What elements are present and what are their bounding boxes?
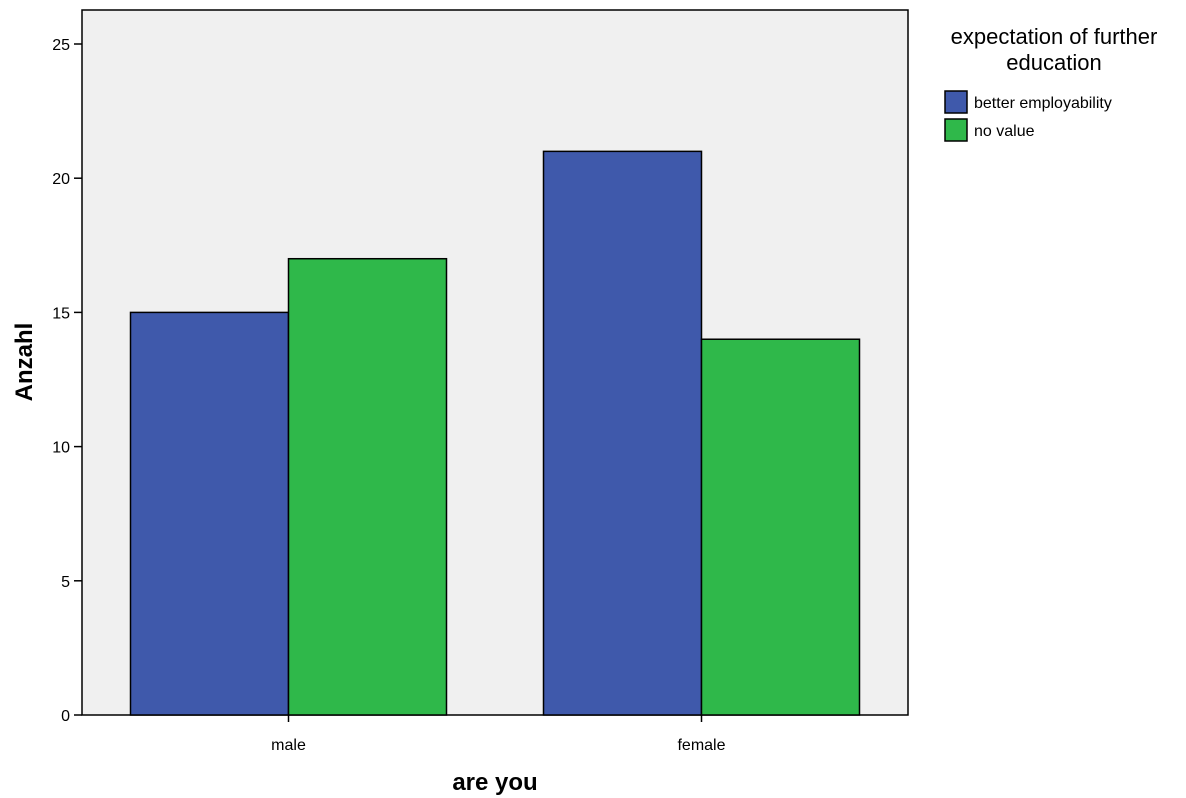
y-tick-label-10: 10 xyxy=(52,440,70,457)
y-tick-label-5: 5 xyxy=(61,574,70,591)
y-axis: 0 5 10 15 20 25 xyxy=(52,37,82,725)
legend: expectation of further education better … xyxy=(944,24,1158,142)
bars-group xyxy=(129,150,861,716)
x-axis: male female xyxy=(271,715,726,754)
bar-female-better-employability xyxy=(542,150,703,716)
legend-title-line-1: expectation of further xyxy=(951,24,1158,49)
x-tick-label-female: female xyxy=(677,737,725,754)
bar-female-no-value xyxy=(700,338,861,716)
y-tick-label-0: 0 xyxy=(61,708,70,725)
legend-swatch-better-employability xyxy=(944,90,968,114)
legend-swatch-no-value xyxy=(944,118,968,142)
legend-label-no-value: no value xyxy=(974,123,1035,140)
bar-male-no-value xyxy=(287,257,448,716)
bar-male-better-employability xyxy=(129,311,290,716)
x-tick-label-male: male xyxy=(271,737,306,754)
y-tick-label-25: 25 xyxy=(52,37,70,54)
legend-title-line-2: education xyxy=(1006,50,1101,75)
y-tick-label-20: 20 xyxy=(52,171,70,188)
legend-label-better-employability: better employability xyxy=(974,95,1112,112)
y-axis-title: Anzahl xyxy=(11,323,38,402)
y-tick-label-15: 15 xyxy=(52,305,70,322)
x-axis-title: are you xyxy=(452,769,537,796)
